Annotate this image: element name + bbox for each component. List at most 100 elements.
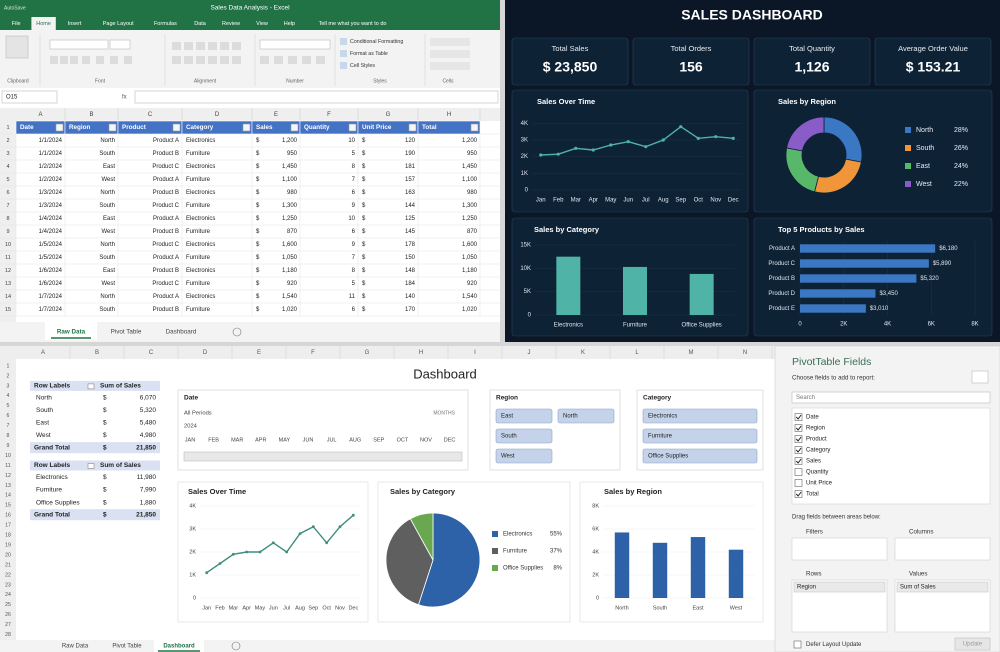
- timeline-bar[interactable]: [183, 451, 463, 462]
- slicer-item[interactable]: [495, 428, 553, 444]
- ribbon-tab[interactable]: File: [12, 21, 21, 27]
- cells-button[interactable]: [430, 38, 470, 46]
- checkbox[interactable]: [794, 413, 803, 421]
- align-button[interactable]: [208, 56, 217, 64]
- sheet-tab[interactable]: Dashboard: [163, 644, 195, 650]
- align-button[interactable]: [220, 56, 229, 64]
- field-name[interactable]: Product: [806, 437, 827, 443]
- align-button[interactable]: [196, 56, 205, 64]
- slicer-item-label[interactable]: Electronics: [648, 414, 677, 420]
- checkbox[interactable]: [794, 424, 803, 432]
- align-button[interactable]: [196, 42, 205, 50]
- active-sheet-tab[interactable]: [45, 322, 97, 340]
- style-button[interactable]: Cell Styles: [350, 63, 375, 69]
- align-button[interactable]: [172, 56, 181, 64]
- slicer-item[interactable]: [642, 428, 758, 444]
- align-button[interactable]: [220, 42, 229, 50]
- active-tab[interactable]: [31, 17, 56, 30]
- slicer-item-label[interactable]: East: [501, 414, 513, 420]
- tell-me[interactable]: Tell me what you want to do: [319, 21, 387, 27]
- font-box[interactable]: [49, 39, 109, 50]
- pivot-filter[interactable]: [87, 383, 95, 390]
- align-button[interactable]: [232, 56, 241, 64]
- style-button[interactable]: Format as Table: [350, 51, 388, 57]
- ribbon-tab[interactable]: Review: [222, 21, 240, 27]
- sheet-tab[interactable]: Raw Data: [57, 329, 86, 336]
- timeline-month[interactable]: APR: [255, 437, 266, 443]
- sheet-tab[interactable]: Dashboard: [166, 329, 197, 336]
- ribbon-tab[interactable]: Home: [36, 21, 51, 27]
- active-sheet-tab[interactable]: [154, 640, 204, 652]
- field-name[interactable]: Quantity: [806, 470, 828, 476]
- area-item[interactable]: [896, 581, 989, 593]
- ribbon-tab[interactable]: Data: [194, 21, 207, 27]
- ribbon-tab[interactable]: Help: [284, 21, 295, 27]
- slicer-item-label[interactable]: North: [563, 414, 578, 420]
- ribbon-tab[interactable]: Formulas: [154, 21, 177, 27]
- format-button[interactable]: [96, 56, 104, 64]
- timeline-month[interactable]: JUL: [327, 437, 337, 443]
- filter-button[interactable]: [108, 123, 117, 132]
- checkbox[interactable]: [794, 446, 803, 454]
- ribbon-tab[interactable]: View: [256, 21, 268, 27]
- timeline-month[interactable]: MAY: [279, 437, 291, 443]
- slicer-item-label[interactable]: South: [501, 434, 517, 440]
- area-item-label[interactable]: Sum of Sales: [900, 585, 936, 591]
- sheet-tab[interactable]: Pivot Table: [111, 329, 142, 336]
- area-item[interactable]: [793, 581, 886, 593]
- field-name[interactable]: Category: [806, 448, 830, 454]
- timeline-month[interactable]: DEC: [444, 437, 456, 443]
- filter-button[interactable]: [55, 123, 64, 132]
- timeline-month[interactable]: FEB: [208, 437, 219, 443]
- checkbox[interactable]: [793, 640, 802, 649]
- name-box[interactable]: [1, 90, 58, 104]
- align-button[interactable]: [184, 56, 193, 64]
- format-button[interactable]: [50, 56, 58, 64]
- ribbon-tab[interactable]: Page Layout: [103, 21, 134, 27]
- slicer-item[interactable]: [495, 448, 553, 464]
- number-button[interactable]: [288, 56, 297, 64]
- search-box[interactable]: [791, 391, 991, 404]
- filter-button[interactable]: [290, 123, 299, 132]
- number-format[interactable]: [259, 39, 331, 50]
- update-button[interactable]: [954, 637, 991, 651]
- cells-button[interactable]: [430, 62, 470, 70]
- settings-button[interactable]: [971, 370, 989, 384]
- format-button[interactable]: [82, 56, 90, 64]
- formula-input[interactable]: [134, 90, 499, 104]
- paste-button[interactable]: [5, 35, 29, 59]
- field-name[interactable]: Sales: [806, 459, 821, 465]
- pivot-filter[interactable]: [87, 463, 95, 469]
- format-button[interactable]: [60, 56, 68, 64]
- slicer-item-label[interactable]: Office Supplies: [648, 454, 688, 460]
- align-button[interactable]: [172, 42, 181, 50]
- sheet-tab[interactable]: Raw Data: [62, 644, 89, 650]
- field-name[interactable]: Total: [806, 492, 819, 498]
- filter-button[interactable]: [348, 123, 357, 132]
- format-button[interactable]: [110, 56, 118, 64]
- field-name[interactable]: Date: [806, 415, 819, 421]
- number-button[interactable]: [302, 56, 311, 64]
- timeline-month[interactable]: JAN: [185, 437, 195, 443]
- number-button[interactable]: [316, 56, 325, 64]
- checkbox[interactable]: [794, 468, 803, 476]
- number-button[interactable]: [274, 56, 283, 64]
- size-box[interactable]: [109, 39, 131, 50]
- checkbox[interactable]: [794, 457, 803, 465]
- format-button[interactable]: [124, 56, 132, 64]
- slicer-item[interactable]: [557, 408, 615, 424]
- add-sheet[interactable]: [232, 327, 242, 337]
- number-button[interactable]: [260, 56, 269, 64]
- ribbon-tab[interactable]: Insert: [68, 21, 82, 27]
- checkbox[interactable]: [794, 490, 803, 498]
- timeline-month[interactable]: OCT: [397, 437, 409, 443]
- area-item-label[interactable]: Region: [797, 585, 816, 591]
- slicer-item[interactable]: [495, 408, 553, 424]
- filter-button[interactable]: [172, 123, 181, 132]
- align-button[interactable]: [232, 42, 241, 50]
- add-sheet[interactable]: [231, 641, 241, 651]
- timeline-month[interactable]: JUN: [303, 437, 314, 443]
- checkbox[interactable]: [794, 435, 803, 443]
- slicer-item-label[interactable]: West: [501, 454, 515, 460]
- style-button[interactable]: Conditional Formatting: [350, 39, 403, 45]
